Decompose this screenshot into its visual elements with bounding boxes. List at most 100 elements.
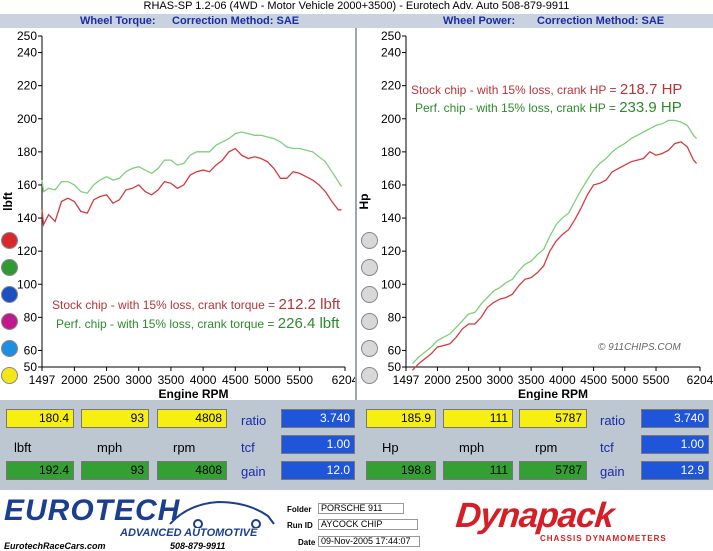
power-x-tick-label: 2000 — [424, 373, 451, 387]
torque-tcf-label: tcf — [241, 440, 255, 455]
torque-tcf-value: 1.00 — [281, 435, 355, 454]
torque-x-tick-label: 1497 — [29, 373, 56, 387]
eurotech-website: EurotechRaceCars.com — [4, 541, 106, 551]
torque-y-tick-label: 100 — [17, 277, 37, 291]
torque-y-tick-label: 60 — [24, 343, 38, 357]
power-y-tick-label: 120 — [381, 244, 401, 258]
torque-y-tick-label: 220 — [17, 79, 37, 93]
torque-ratio-label: ratio — [241, 413, 267, 428]
series-color-dot-3[interactable] — [1, 286, 18, 303]
eurotech-subbrand: ADVANCED AUTOMOTIVE — [120, 527, 258, 539]
power-rpm-label: rpm — [535, 440, 558, 455]
power-header-label: Wheel Power: — [443, 15, 516, 27]
power-x-tick-label: 6204 — [687, 373, 713, 387]
torque-y-tick-label: 50 — [24, 360, 38, 374]
torque-header-label: Wheel Torque: — [80, 15, 156, 27]
power-gain-label: gain — [600, 464, 625, 479]
report-title: RHAS-SP 1.2-06 (4WD - Motor Vehicle 2000… — [143, 0, 570, 12]
power-tcf-label: tcf — [600, 440, 614, 455]
torque-stock-value-box: 180.4 — [6, 409, 74, 428]
series-color-dot-6[interactable] — [1, 367, 18, 384]
torque-y-tick-label: 240 — [17, 46, 37, 60]
power-ratio-value: 3.740 — [641, 409, 709, 428]
torque-stock-value: 212.2 lbft — [278, 296, 341, 313]
series-color-dot-5[interactable] — [1, 340, 18, 357]
power-x-tick-label: 3500 — [518, 373, 545, 387]
power-correction-method: Correction Method: SAE — [537, 15, 665, 27]
dynapack-subtitle: CHASSIS DYNAMOMETERS — [540, 534, 667, 543]
series-slot-dot-5[interactable] — [361, 340, 378, 357]
torque-stock-text: Stock chip - with 15% loss, crank torque… — [52, 298, 279, 312]
torque-y-axis-label: lbft — [1, 192, 15, 211]
power-perf-annotation: Perf. chip - with 15% loss, crank HP = 2… — [415, 99, 682, 116]
torque-stock-mph-box: 93 — [81, 409, 149, 428]
series-slot-dot-2[interactable] — [361, 259, 378, 276]
series-slot-dot-4[interactable] — [361, 313, 378, 330]
torque-chart: 50 60 80 100 120 140 160 180 200 220 240 250 1497 200… — [1, 29, 356, 400]
torque-x-tick-label: 4000 — [190, 373, 217, 387]
series-color-dot-2[interactable] — [1, 259, 18, 276]
torque-x-tick-label: 3500 — [158, 373, 185, 387]
torque-unit-label: lbft — [14, 440, 32, 455]
torque-perf-rpm-box: 4808 — [157, 461, 227, 480]
power-x-tick-label: 4000 — [549, 373, 576, 387]
power-unit-label: Hp — [382, 440, 399, 455]
torque-perf-value: 226.4 lbft — [277, 315, 340, 332]
torque-series-perf-line — [41, 131, 343, 194]
series-slot-dot-1[interactable] — [361, 232, 378, 249]
power-x-axis-label: Engine RPM — [518, 387, 588, 400]
power-x-tick-label: 4500 — [580, 373, 607, 387]
power-y-tick-label: 80 — [388, 310, 402, 324]
torque-x-tick-label: 5000 — [254, 373, 281, 387]
power-y-tick-label: 100 — [381, 277, 401, 291]
torque-series-stock-line — [41, 147, 342, 227]
power-x-tick-label: 2500 — [455, 373, 482, 387]
power-chart: 50 60 80 100 120 140 160 180 200 220 240 250 1497 200… — [357, 29, 713, 400]
power-stock-mph-box: 111 — [443, 409, 513, 428]
power-stock-rpm-box: 5787 — [519, 409, 587, 428]
eurotech-phone: 508-879-9911 — [170, 541, 226, 551]
torque-x-tick-label: 2000 — [61, 373, 88, 387]
readout-panel: 180.4 93 4808 lbft mph rpm 192.4 93 4808… — [0, 400, 713, 490]
dynapack-logo: Dynapack — [454, 496, 616, 535]
torque-y-tick-label: 120 — [17, 244, 37, 258]
torque-x-tick-label: 4500 — [222, 373, 249, 387]
power-stock-value-box: 185.9 — [366, 409, 436, 428]
folder-value: PORSCHE 911 — [318, 503, 404, 514]
torque-x-axis-label: Engine RPM — [158, 387, 228, 400]
power-x-tick-label: 1497 — [393, 373, 420, 387]
power-gain-value: 12.9 — [641, 461, 709, 480]
power-y-tick-label: 180 — [381, 145, 401, 159]
date-value: 09-Nov-2005 17:44:07 — [318, 536, 420, 547]
torque-perf-annotation: Perf. chip - with 15% loss, crank torque… — [56, 315, 339, 332]
torque-x-tick-label: 2500 — [93, 373, 120, 387]
torque-perf-text: Perf. chip - with 15% loss, crank torque… — [56, 317, 278, 331]
torque-y-tick-label: 200 — [17, 112, 37, 126]
series-slot-dot-6[interactable] — [361, 367, 378, 384]
power-y-axis-label: Hp — [357, 194, 371, 210]
torque-stock-annotation: Stock chip - with 15% loss, crank torque… — [52, 296, 340, 313]
power-perf-value: 233.9 HP — [619, 99, 682, 116]
torque-correction-method: Correction Method: SAE — [172, 15, 300, 27]
power-y-tick-label: 220 — [381, 79, 401, 93]
torque-y-tick-label: 180 — [17, 145, 37, 159]
power-y-tick-label: 50 — [388, 360, 402, 374]
torque-mph-label: mph — [97, 440, 123, 455]
torque-gain-value: 12.0 — [281, 461, 355, 480]
series-color-dot-4[interactable] — [1, 313, 18, 330]
power-mph-label: mph — [459, 440, 485, 455]
torque-y-tick-label: 140 — [17, 211, 37, 225]
power-tcf-value: 1.00 — [641, 435, 709, 454]
power-stock-annotation: Stock chip - with 15% loss, crank HP = 2… — [411, 81, 682, 98]
torque-perf-mph-box: 93 — [81, 461, 149, 480]
car-silhouette-icon — [169, 500, 275, 528]
runid-value: AYCOCK CHIP — [318, 519, 418, 530]
series-color-dot-1[interactable] — [1, 232, 18, 249]
torque-x-tick-label: 3000 — [125, 373, 152, 387]
series-slot-dot-3[interactable] — [361, 286, 378, 303]
power-perf-mph-box: 111 — [443, 461, 513, 480]
power-y-tick-label: 240 — [381, 46, 401, 60]
torque-ratio-value: 3.740 — [281, 409, 355, 428]
power-y-tick-label: 60 — [388, 343, 402, 357]
power-y-tick-label: 160 — [381, 178, 401, 192]
